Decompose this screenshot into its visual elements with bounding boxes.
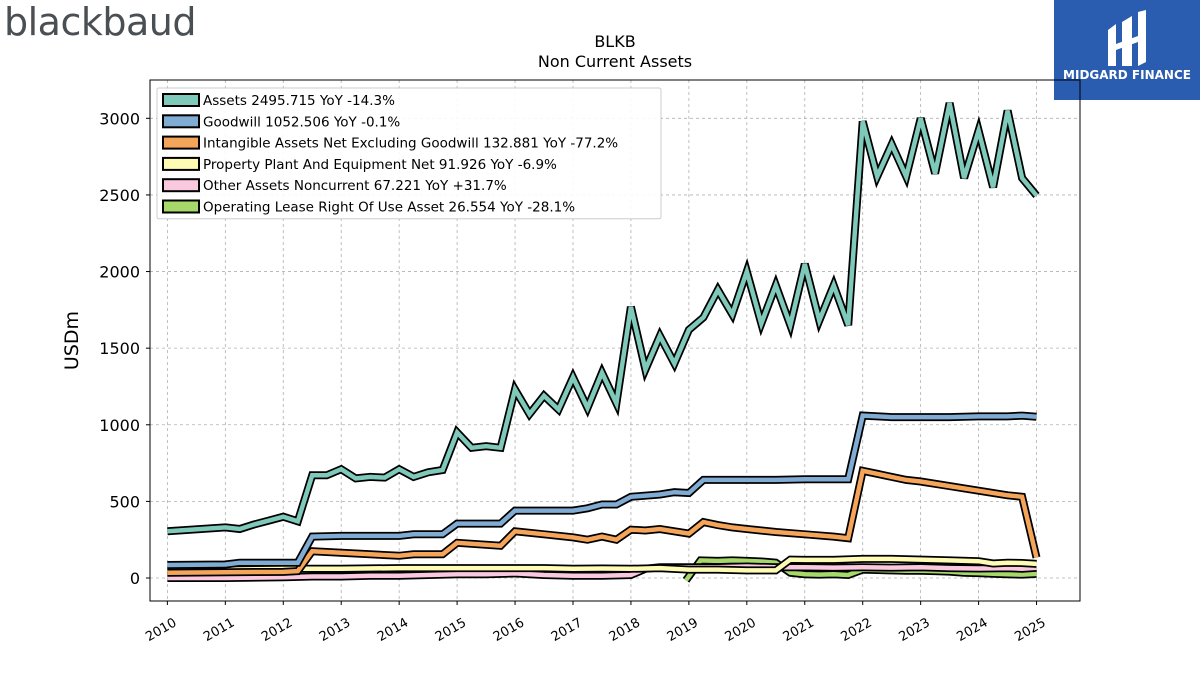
y-tick-label: 2000 <box>99 263 140 282</box>
legend-swatch <box>162 135 200 150</box>
y-tick-label: 2500 <box>99 186 140 205</box>
legend-label: Operating Lease Right Of Use Asset 26.55… <box>203 200 575 216</box>
y-tick-label: 1500 <box>99 339 140 358</box>
legend-label: Intangible Assets Net Excluding Goodwill… <box>203 136 618 152</box>
legend-label: Property Plant And Equipment Net 91.926 … <box>203 157 557 173</box>
y-tick-label: 500 <box>109 492 140 511</box>
x-tick-label: 2020 <box>723 615 759 645</box>
x-tick-label: 2023 <box>896 615 932 645</box>
series-goodwill <box>167 411 1037 569</box>
series-assets <box>167 102 1040 536</box>
series-line <box>167 413 1037 568</box>
y-tick-label: 1000 <box>99 416 140 435</box>
series-intangible-assets-net-excluding-goodwill <box>167 466 1041 577</box>
x-tick-label: 2013 <box>317 615 353 645</box>
x-tick-label: 2011 <box>201 615 237 645</box>
legend-swatch <box>162 156 200 171</box>
x-tick-label: 2012 <box>259 615 295 645</box>
series-property-plant-and-equipment-net <box>167 554 1037 575</box>
midgard-emblem-icon <box>1108 10 1146 66</box>
legend: Assets 2495.715 YoY -14.3% Goodwill 1052.… <box>156 87 662 220</box>
x-tick-label: 2010 <box>143 615 179 645</box>
x-tick-label: 2024 <box>954 615 990 645</box>
legend-swatch <box>162 178 200 193</box>
legend-label: Goodwill 1052.506 YoY -0.1% <box>203 114 400 130</box>
x-tick-label: 2022 <box>839 615 875 645</box>
plot-frame <box>149 79 1081 602</box>
x-tick-label: 2025 <box>1012 615 1048 645</box>
legend-label: Assets 2495.715 YoY -14.3% <box>203 93 395 109</box>
x-tick-label: 2015 <box>433 615 469 645</box>
y-axis-label: USDm <box>61 311 83 370</box>
x-tick-label: 2017 <box>549 615 585 645</box>
chart-title: BLKB <box>594 32 636 51</box>
x-tick-label: 2019 <box>665 615 701 645</box>
midgard-finance-logo: MIDGARD FINANCE <box>1054 0 1200 100</box>
legend-swatch <box>162 114 200 129</box>
legend-label: Other Assets Noncurrent 67.221 YoY +31.7… <box>203 178 507 194</box>
x-tick-label: 2014 <box>375 615 411 645</box>
legend-box <box>156 87 662 220</box>
y-tick-label: 3000 <box>99 109 140 128</box>
chart-subtitle: Non Current Assets <box>537 52 693 71</box>
series-line <box>167 468 1039 575</box>
x-tick-label: 2021 <box>781 615 817 645</box>
y-tick-label: 0 <box>130 569 140 588</box>
series-line <box>167 102 1039 534</box>
blackbaud-logo: blackbaud <box>4 0 196 44</box>
legend-swatch <box>162 93 200 107</box>
series-lines <box>167 102 1041 583</box>
midgard-finance-name: MIDGARD FINANCE <box>1063 68 1191 82</box>
series-outline <box>167 411 1037 569</box>
x-tick-label: 2016 <box>491 615 527 645</box>
series-line <box>167 556 1037 573</box>
legend-swatch <box>162 199 200 214</box>
x-tick-label: 2018 <box>607 615 643 645</box>
